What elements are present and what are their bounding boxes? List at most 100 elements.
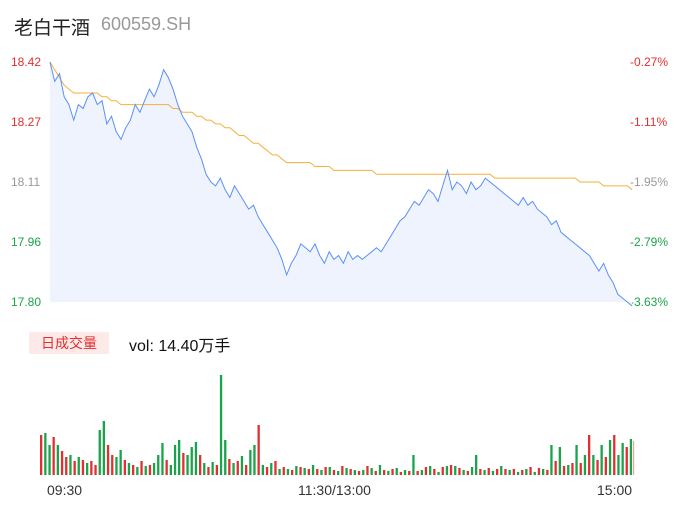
volume-bar	[349, 469, 352, 475]
volume-bar	[94, 465, 97, 475]
volume-bar	[445, 466, 449, 475]
volume-bar	[232, 463, 235, 475]
x-tick: 09:30	[47, 482, 83, 498]
volume-bar	[115, 457, 118, 475]
volume-bar	[500, 466, 503, 475]
volume-bar	[387, 471, 390, 475]
volume-bar	[362, 470, 365, 475]
y-right-tick: -0.27%	[630, 55, 669, 69]
volume-bar	[588, 435, 591, 475]
volume-bar	[169, 465, 172, 475]
volume-bar	[462, 470, 465, 475]
volume-bar	[182, 453, 185, 475]
volume-bar	[144, 466, 147, 475]
volume-bar	[186, 455, 189, 475]
volume-bar	[236, 461, 239, 475]
volume-bar	[629, 439, 633, 475]
x-tick: 15:00	[597, 482, 633, 498]
volume-bar	[253, 445, 256, 475]
volume-bar	[274, 461, 277, 475]
volume-bar	[449, 465, 453, 475]
volume-bar	[152, 463, 156, 475]
volume-bar	[483, 470, 486, 475]
volume-bar	[219, 375, 223, 475]
volume-bar	[303, 468, 306, 475]
volume-bar	[504, 469, 507, 475]
volume-bar	[60, 451, 64, 475]
y-right-tick: -2.79%	[630, 235, 669, 249]
volume-bar	[579, 463, 582, 475]
volume-bar	[148, 465, 152, 475]
price-area	[50, 62, 632, 306]
volume-bar	[173, 445, 177, 475]
volume-bar	[529, 467, 532, 475]
volume-bar	[69, 455, 72, 475]
volume-bar	[399, 472, 402, 475]
volume-bar	[44, 433, 47, 475]
volume-bar	[458, 468, 461, 475]
volume-bar	[395, 468, 398, 475]
volume-bar	[429, 466, 432, 475]
volume-bar	[600, 445, 603, 475]
volume-bar	[391, 469, 394, 475]
volume-bar	[412, 455, 415, 475]
volume-bar	[199, 455, 202, 475]
y-left-tick: 18.11	[11, 175, 41, 189]
y-left-tick: 18.27	[11, 115, 42, 129]
volume-bar	[286, 469, 290, 475]
volume-bar	[291, 470, 294, 475]
volume-bar	[592, 455, 595, 475]
volume-bar	[487, 468, 490, 475]
volume-bar	[562, 466, 566, 475]
volume-bar	[215, 465, 218, 475]
y-left-tick: 18.42	[11, 55, 42, 69]
volume-bar	[295, 466, 298, 475]
volume-bar	[211, 462, 214, 475]
volume-bar	[496, 469, 499, 475]
volume-bar	[228, 459, 231, 475]
volume-bar	[433, 469, 436, 475]
volume-bar	[374, 471, 377, 475]
volume-bar	[567, 465, 570, 475]
volume-bar	[316, 469, 319, 475]
volume-bar	[604, 457, 607, 475]
volume-bar	[261, 465, 264, 475]
volume-bar	[479, 469, 482, 475]
volume-bar	[345, 468, 348, 475]
volume-tab[interactable]: 日成交量	[29, 332, 109, 354]
volume-bar	[102, 421, 105, 475]
volume-bar	[245, 465, 248, 475]
volume-bar	[299, 467, 302, 475]
volume-bar	[265, 467, 269, 475]
volume-bar	[424, 467, 428, 475]
volume-bar	[240, 456, 244, 475]
volume-bar	[370, 468, 373, 475]
volume-bar	[353, 470, 356, 475]
volume-bar	[123, 460, 126, 475]
volume-bar	[512, 469, 515, 475]
volume-bar	[178, 440, 181, 475]
volume-bar	[516, 472, 520, 475]
volume-bar	[491, 471, 495, 475]
volume-bar	[613, 435, 616, 475]
volume-bar	[441, 467, 444, 475]
volume-bar	[542, 469, 545, 475]
volume-bar	[366, 466, 369, 475]
volume-bar	[554, 461, 557, 475]
volume-bar	[203, 463, 206, 475]
volume-bar	[270, 463, 273, 475]
volume-bar	[311, 465, 315, 475]
volume-bar	[546, 470, 549, 475]
volume-bar	[307, 469, 310, 475]
volume-readout: vol: 14.40万手	[129, 338, 231, 355]
volume-bar	[320, 470, 323, 475]
volume-bar	[466, 471, 469, 475]
volume-bar	[65, 457, 68, 475]
volume-bar	[207, 467, 210, 475]
y-left-tick: 17.80	[11, 295, 42, 309]
volume-bar	[608, 440, 612, 475]
volume-bar	[132, 465, 135, 475]
volume-bar	[617, 455, 620, 475]
volume-bar	[119, 450, 122, 475]
